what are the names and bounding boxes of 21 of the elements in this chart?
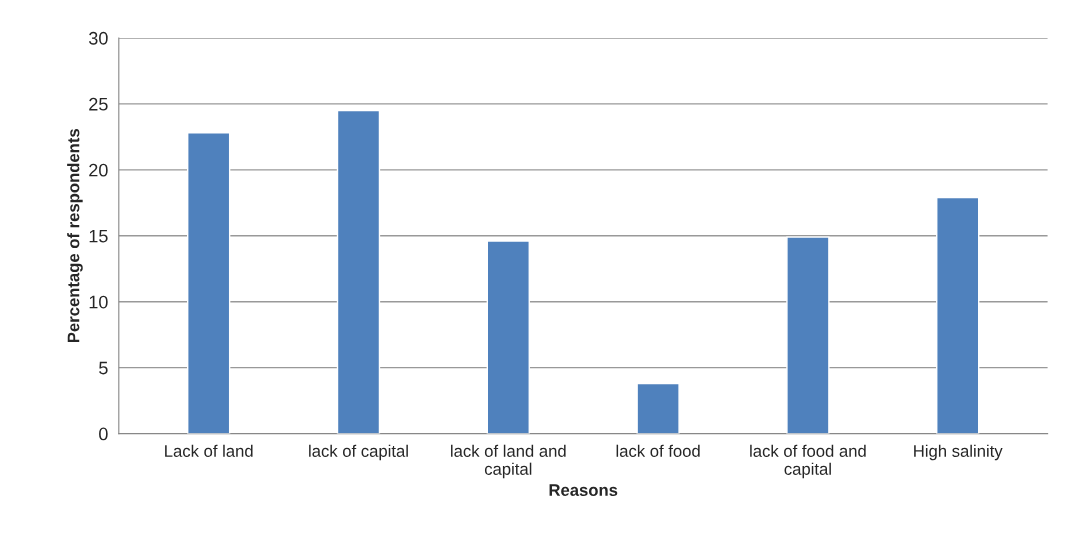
x-tick-label: lack of food: [616, 444, 700, 457]
y-tick-label: 5: [99, 361, 108, 375]
x-tick-label: lack of capital: [309, 444, 408, 461]
bar: [187, 132, 231, 434]
y-tick-label: 10: [89, 295, 108, 309]
y-tick-label: 0: [99, 427, 108, 441]
x-axis-title: Reasons: [549, 484, 618, 496]
x-tick-label: lack of food and capital: [750, 444, 866, 479]
y-tick-label: 25: [89, 97, 108, 111]
x-tick-label: lack of land and capital: [451, 444, 566, 479]
y-tick-label: 15: [89, 229, 108, 243]
bar: [486, 240, 530, 434]
bar: [936, 196, 980, 434]
x-tick-label: Lack of land: [165, 444, 253, 457]
y-tick-label: 30: [88, 31, 108, 45]
bar: [336, 109, 381, 434]
y-axis-title: Percentage of respondents: [67, 129, 83, 343]
bar: [786, 236, 830, 434]
x-tick-label: High salinity: [914, 444, 1003, 461]
y-tick-label: 20: [89, 163, 108, 177]
bar: [636, 382, 680, 434]
